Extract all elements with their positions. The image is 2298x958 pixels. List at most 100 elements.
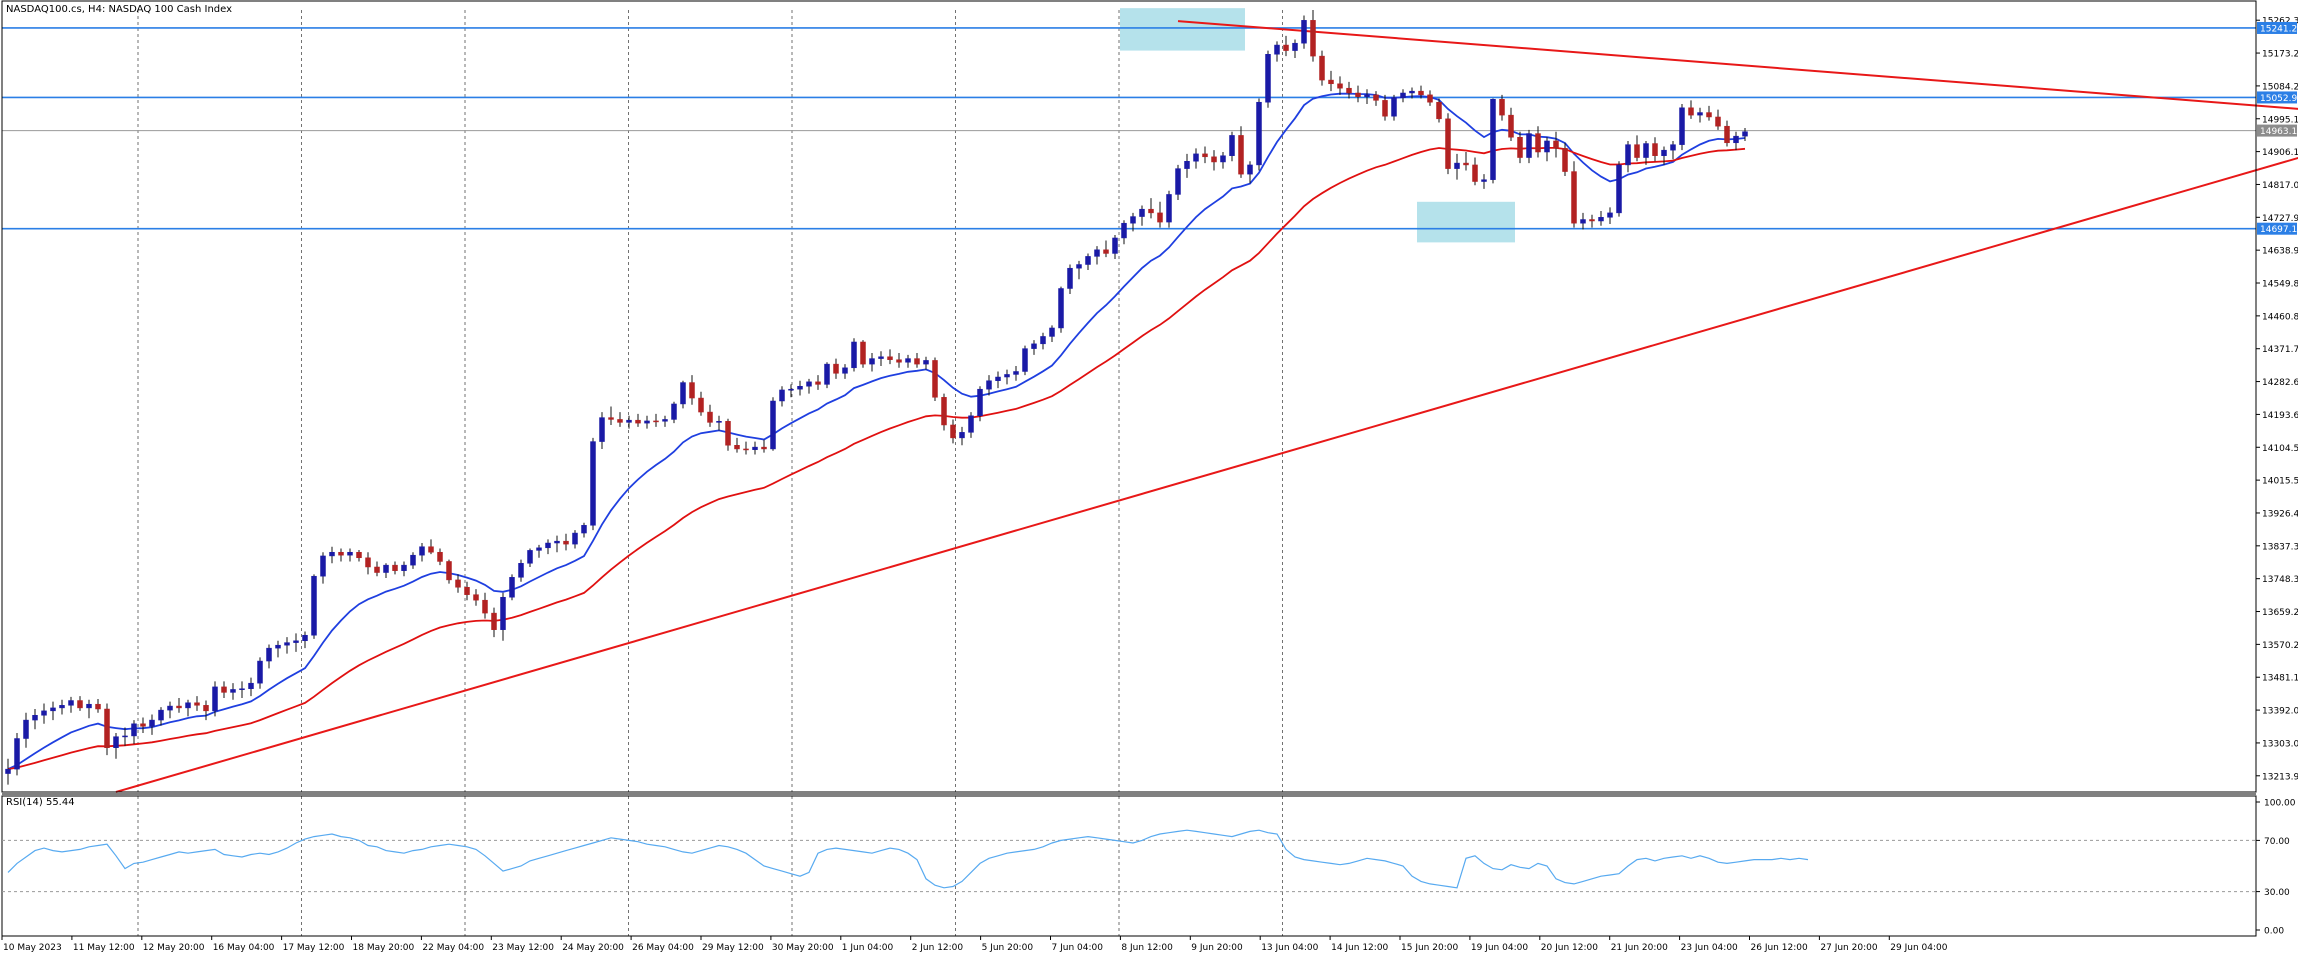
- candle[interactable]: [914, 353, 920, 368]
- candle[interactable]: [1364, 89, 1370, 105]
- candle[interactable]: [644, 415, 650, 429]
- candle[interactable]: [41, 703, 47, 724]
- candle[interactable]: [1094, 246, 1100, 265]
- candle[interactable]: [374, 561, 380, 577]
- candle[interactable]: [446, 559, 452, 584]
- candle[interactable]: [896, 353, 902, 368]
- candle[interactable]: [5, 758, 11, 785]
- candle[interactable]: [185, 699, 191, 717]
- candle[interactable]: [842, 364, 848, 379]
- candle[interactable]: [1319, 50, 1325, 86]
- candle[interactable]: [104, 703, 110, 756]
- candle[interactable]: [1679, 104, 1685, 151]
- candle[interactable]: [608, 406, 614, 425]
- candle[interactable]: [95, 699, 101, 713]
- candle[interactable]: [1202, 146, 1208, 164]
- candle[interactable]: [1085, 253, 1091, 271]
- candle[interactable]: [275, 640, 281, 658]
- candle[interactable]: [716, 415, 722, 431]
- candle[interactable]: [437, 548, 443, 566]
- candle[interactable]: [1247, 161, 1253, 184]
- candle[interactable]: [1625, 140, 1631, 173]
- candle[interactable]: [1742, 128, 1748, 141]
- candle[interactable]: [590, 437, 596, 531]
- candle[interactable]: [1580, 212, 1586, 230]
- candle[interactable]: [698, 391, 704, 416]
- candle[interactable]: [671, 401, 677, 424]
- candle[interactable]: [1670, 140, 1676, 160]
- candle[interactable]: [1463, 152, 1469, 171]
- candle[interactable]: [491, 607, 497, 638]
- candle[interactable]: [1031, 340, 1037, 355]
- candle[interactable]: [1724, 120, 1730, 147]
- candle[interactable]: [293, 633, 299, 652]
- candle[interactable]: [1013, 365, 1019, 381]
- candle[interactable]: [554, 535, 560, 553]
- candle[interactable]: [1238, 126, 1244, 178]
- candle[interactable]: [689, 375, 695, 405]
- candle[interactable]: [923, 356, 929, 370]
- candle[interactable]: [1508, 107, 1514, 141]
- candle[interactable]: [455, 574, 461, 593]
- candle[interactable]: [1121, 220, 1127, 245]
- candle[interactable]: [1211, 150, 1217, 171]
- candle[interactable]: [230, 683, 236, 700]
- candle[interactable]: [599, 412, 605, 449]
- candle[interactable]: [23, 712, 29, 748]
- candle[interactable]: [1400, 89, 1406, 103]
- candle[interactable]: [617, 412, 623, 427]
- candle[interactable]: [1535, 126, 1541, 158]
- candle[interactable]: [581, 522, 587, 538]
- candle[interactable]: [527, 548, 533, 567]
- candle[interactable]: [734, 437, 740, 453]
- candle[interactable]: [14, 732, 20, 776]
- candle[interactable]: [221, 681, 227, 698]
- candle[interactable]: [131, 720, 137, 745]
- candle[interactable]: [1175, 164, 1181, 200]
- candle[interactable]: [86, 699, 92, 719]
- candle[interactable]: [653, 413, 659, 427]
- candle[interactable]: [1526, 129, 1532, 164]
- candle[interactable]: [203, 700, 209, 721]
- candle[interactable]: [1139, 205, 1145, 226]
- candle[interactable]: [1373, 91, 1379, 106]
- candle[interactable]: [1049, 325, 1055, 342]
- candle[interactable]: [545, 539, 551, 555]
- candle[interactable]: [32, 709, 38, 730]
- candle[interactable]: [248, 677, 254, 697]
- candle[interactable]: [1391, 94, 1397, 121]
- highlight-zone[interactable]: [1120, 8, 1245, 51]
- candle[interactable]: [932, 357, 938, 401]
- candle[interactable]: [68, 696, 74, 713]
- highlight-zone[interactable]: [1417, 201, 1515, 243]
- candle[interactable]: [1157, 201, 1163, 228]
- candle[interactable]: [1571, 161, 1577, 228]
- candle[interactable]: [1292, 39, 1298, 58]
- candle[interactable]: [1490, 98, 1496, 184]
- candle[interactable]: [743, 441, 749, 455]
- candle[interactable]: [1130, 212, 1136, 232]
- candle[interactable]: [1193, 148, 1199, 169]
- candle[interactable]: [1184, 153, 1190, 178]
- candle[interactable]: [1310, 10, 1316, 62]
- candle[interactable]: [1409, 87, 1415, 99]
- candle[interactable]: [941, 393, 947, 431]
- candle[interactable]: [1427, 90, 1433, 106]
- candle[interactable]: [1589, 214, 1595, 228]
- candle[interactable]: [626, 415, 632, 429]
- candle[interactable]: [1229, 131, 1235, 162]
- candle[interactable]: [1553, 131, 1559, 158]
- candle[interactable]: [833, 358, 839, 379]
- candle[interactable]: [383, 563, 389, 579]
- candle[interactable]: [257, 657, 263, 689]
- candle[interactable]: [419, 543, 425, 562]
- candle[interactable]: [887, 349, 893, 365]
- candle[interactable]: [878, 351, 884, 366]
- candle[interactable]: [1076, 260, 1082, 280]
- candle[interactable]: [1418, 85, 1424, 99]
- candle[interactable]: [365, 552, 371, 575]
- candle[interactable]: [356, 550, 362, 562]
- candle[interactable]: [1643, 140, 1649, 165]
- candle[interactable]: [1562, 142, 1568, 176]
